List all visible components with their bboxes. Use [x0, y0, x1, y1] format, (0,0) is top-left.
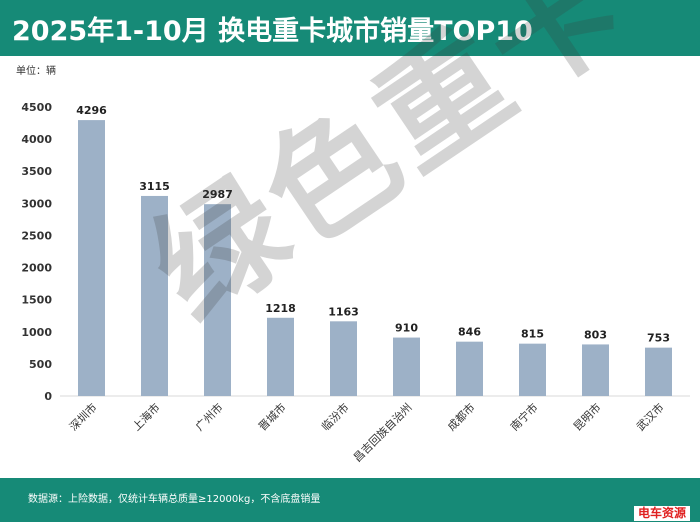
title-banner: 2025年1-10月 换电重卡城市销量TOP10 — [0, 0, 700, 56]
x-tick-label: 晋城市 — [255, 400, 288, 433]
bar — [645, 347, 672, 396]
y-tick-label: 1500 — [21, 294, 52, 307]
y-tick-label: 2000 — [21, 262, 52, 275]
x-tick-label: 上海市 — [129, 400, 162, 433]
bar — [267, 317, 294, 396]
y-tick-label: 500 — [29, 358, 52, 371]
data-label: 3115 — [139, 180, 170, 193]
bar — [141, 195, 168, 396]
y-tick-label: 3500 — [21, 165, 52, 178]
x-tick-label: 昌吉回族自治州 — [350, 400, 414, 464]
y-tick-label: 3000 — [21, 197, 52, 210]
x-tick-label: 南宁市 — [507, 400, 540, 433]
bar — [519, 343, 546, 396]
data-label: 846 — [458, 326, 481, 339]
bar-chart: 0 500 1000 1500 2000 2500 3000 3500 4000 4500 4296… — [21, 101, 690, 465]
data-label: 2987 — [202, 188, 233, 201]
data-label: 815 — [521, 328, 544, 341]
x-tick-label: 临汾市 — [318, 400, 351, 433]
data-label: 1218 — [265, 302, 296, 315]
data-label: 1163 — [328, 305, 359, 318]
data-label: 4296 — [76, 104, 107, 117]
data-label: 803 — [584, 328, 607, 341]
bar — [78, 120, 105, 397]
footer-banner: 数据源：上险数据，仅统计车辆总质量≥12000kg，不含底盘销量 电车资源 — [0, 478, 700, 522]
x-tick-label: 广州市 — [192, 400, 225, 433]
y-tick-label: 0 — [44, 390, 52, 403]
x-tick-label: 深圳市 — [66, 400, 99, 433]
y-tick-label: 4500 — [21, 101, 52, 114]
bar — [456, 341, 483, 396]
y-tick-label: 2500 — [21, 229, 52, 242]
y-tick-label: 1000 — [21, 326, 52, 339]
bar — [330, 321, 357, 396]
bar — [204, 204, 231, 396]
x-tick-label: 成都市 — [444, 400, 477, 433]
x-tick-label: 武汉市 — [633, 400, 666, 433]
unit-label: 单位：辆 — [16, 66, 56, 77]
data-label: 910 — [395, 322, 418, 335]
bar — [582, 344, 609, 396]
source-note: 数据源：上险数据，仅统计车辆总质量≥12000kg，不含底盘销量 — [28, 494, 321, 505]
data-label: 753 — [647, 332, 670, 345]
y-tick-label: 4000 — [21, 133, 52, 146]
brand-logo: 电车资源 — [633, 506, 690, 521]
x-tick-label: 昆明市 — [570, 400, 603, 433]
chart-title: 2025年1-10月 换电重卡城市销量TOP10 — [12, 16, 533, 47]
bar — [393, 337, 420, 396]
